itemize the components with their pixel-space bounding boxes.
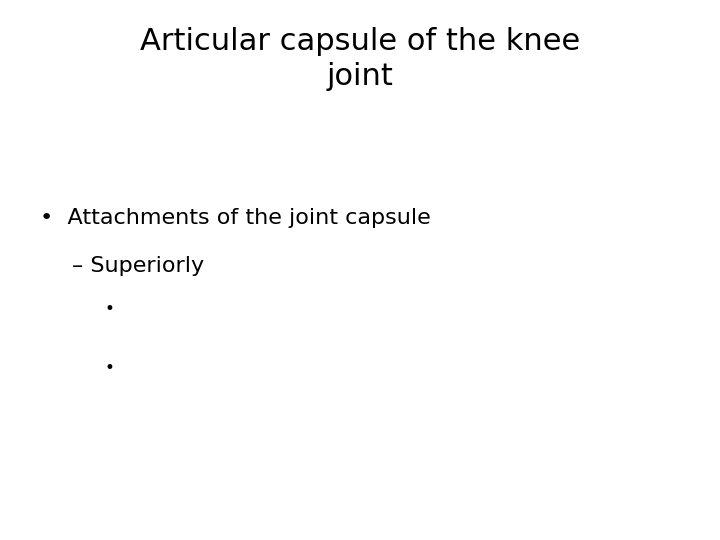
Text: •: • <box>104 359 114 377</box>
Text: Articular capsule of the knee
joint: Articular capsule of the knee joint <box>140 27 580 91</box>
Text: •: • <box>104 300 114 318</box>
Text: •  Attachments of the joint capsule: • Attachments of the joint capsule <box>40 208 431 228</box>
Text: – Superiorly: – Superiorly <box>72 256 204 276</box>
